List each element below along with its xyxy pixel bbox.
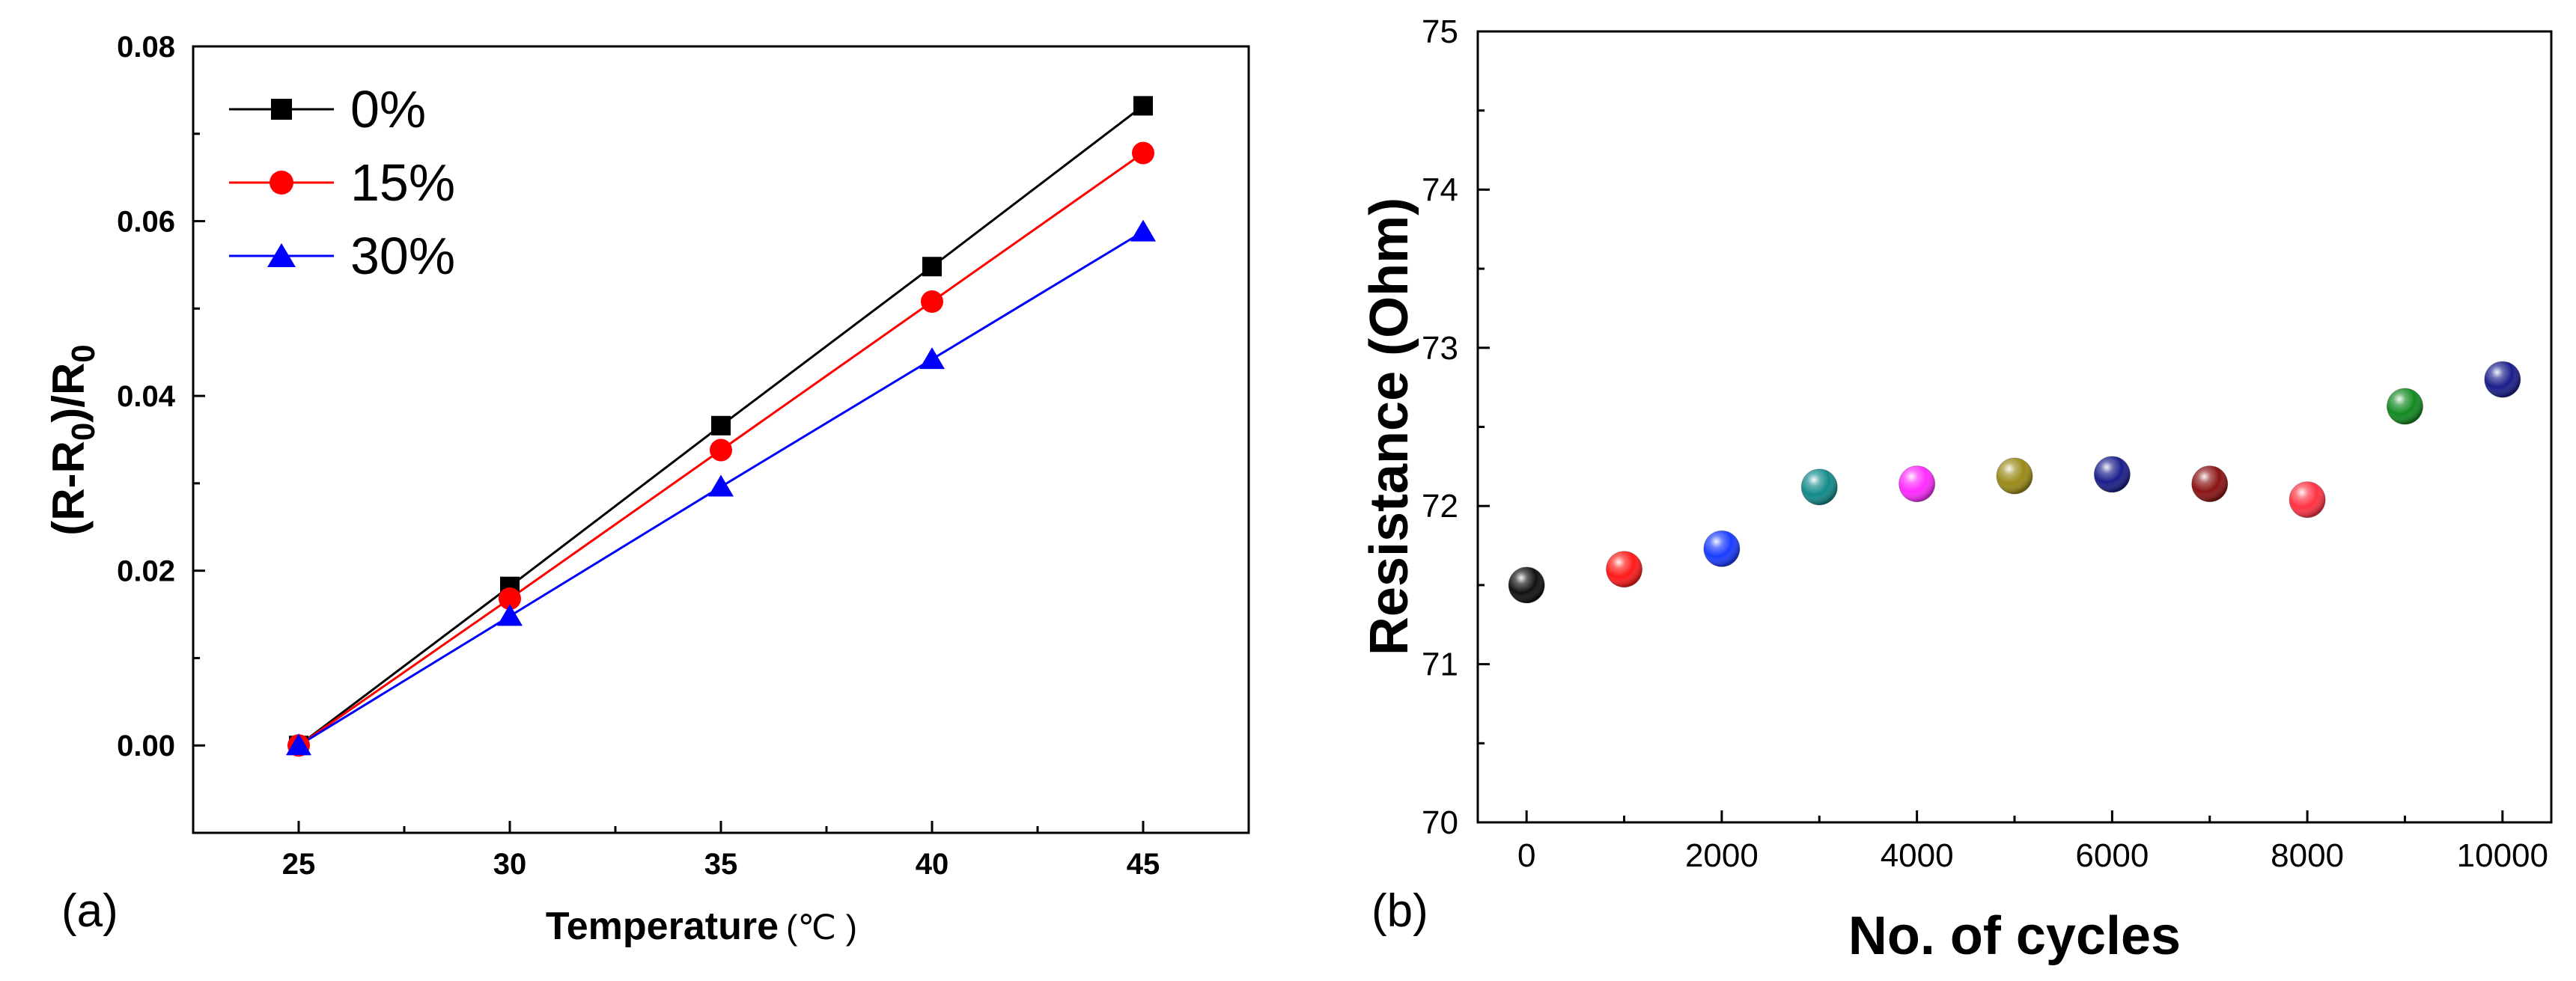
panel-a-ticks bbox=[192, 45, 1145, 834]
legend-marker-15pct bbox=[270, 171, 293, 195]
y-tick-label: 0.00 bbox=[117, 730, 175, 763]
legend-label-15pct: 15% bbox=[350, 153, 455, 212]
data-point-0pct bbox=[711, 415, 731, 436]
y-tick-label: 0.04 bbox=[117, 380, 176, 413]
data-point-0pct bbox=[922, 257, 942, 277]
data-point-highlight bbox=[1703, 531, 1740, 567]
data-point-highlight bbox=[2191, 465, 2228, 502]
data-point-highlight bbox=[1898, 465, 1935, 502]
y-axis-title-subscript: 0 bbox=[65, 344, 102, 362]
y-tick-label: 73 bbox=[1422, 330, 1458, 367]
x-tick-label: 8000 bbox=[2271, 837, 2344, 874]
x-axis-title: Temperature bbox=[546, 905, 779, 948]
x-tick-label: 10000 bbox=[2457, 837, 2548, 874]
panel-b-x-tick-labels: 0 2000 4000 6000 8000 10000 bbox=[1517, 837, 2548, 874]
x-tick-label: 30 bbox=[493, 848, 527, 881]
panel-b: 70 71 72 73 74 75 0 2000 4000 6000 8000 … bbox=[1359, 13, 2553, 966]
y-tick-label: 0.06 bbox=[117, 206, 175, 239]
data-point-highlight bbox=[1997, 458, 2033, 495]
y-axis-title: (R-R0)/R0 bbox=[43, 344, 102, 536]
data-point-30pct bbox=[919, 347, 945, 370]
y-tick-label: 72 bbox=[1422, 488, 1458, 525]
x-tick-label: 0 bbox=[1517, 837, 1535, 874]
x-tick-label: 2000 bbox=[1685, 837, 1759, 874]
data-point-highlight bbox=[1508, 566, 1545, 603]
data-point-highlight bbox=[1606, 551, 1642, 587]
data-point-30pct bbox=[1130, 219, 1156, 242]
panel-label-b: (b) bbox=[1371, 885, 1428, 937]
panel-a-series bbox=[286, 96, 1156, 757]
data-point-30pct bbox=[708, 474, 734, 497]
panel-b-points bbox=[1508, 361, 2521, 604]
x-tick-label: 4000 bbox=[1881, 837, 1954, 874]
y-tick-label: 75 bbox=[1422, 13, 1458, 50]
panel-a-y-tick-labels: 0.00 0.02 0.04 0.06 0.08 bbox=[117, 31, 176, 763]
data-point-highlight bbox=[2387, 388, 2423, 425]
legend-marker-30pct bbox=[267, 243, 296, 267]
data-point-highlight bbox=[2094, 456, 2131, 492]
x-axis-unit: (℃ ) bbox=[786, 908, 857, 947]
data-point-highlight bbox=[2289, 481, 2326, 518]
x-tick-label: 25 bbox=[282, 848, 316, 881]
legend-label-0pct: 0% bbox=[350, 80, 426, 138]
y-axis-title-part: (R-R bbox=[43, 441, 94, 536]
y-tick-label: 71 bbox=[1422, 647, 1458, 683]
x-axis-title: No. of cycles bbox=[1848, 906, 2181, 966]
legend: 0% 15% 30% bbox=[229, 80, 455, 285]
data-point-highlight bbox=[2484, 361, 2521, 398]
data-point-15pct bbox=[710, 438, 732, 462]
y-tick-label: 74 bbox=[1422, 171, 1458, 208]
data-point-15pct bbox=[921, 290, 943, 313]
legend-marker-0pct bbox=[271, 99, 292, 120]
data-point-0pct bbox=[1133, 96, 1153, 116]
panel-b-y-tick-labels: 70 71 72 73 74 75 bbox=[1422, 13, 1458, 841]
data-point-30pct bbox=[497, 604, 523, 626]
data-point-15pct bbox=[499, 587, 521, 611]
y-tick-label: 0.08 bbox=[117, 31, 175, 64]
y-axis-title-part: )/R bbox=[43, 363, 94, 423]
panel-a-x-tick-labels: 25 30 35 40 45 bbox=[282, 848, 1160, 881]
x-tick-label: 35 bbox=[704, 848, 738, 881]
legend-label-30pct: 30% bbox=[350, 227, 455, 285]
panel-b-ticks bbox=[1478, 30, 2504, 824]
data-point-30pct bbox=[286, 733, 311, 756]
data-point-15pct bbox=[1132, 141, 1154, 165]
y-tick-label: 0.02 bbox=[117, 555, 175, 588]
x-tick-label: 6000 bbox=[2075, 837, 2149, 874]
panel-b-frame bbox=[1476, 30, 2553, 824]
panel-a: 0.00 0.02 0.04 0.06 0.08 25 30 35 40 45 … bbox=[43, 31, 1250, 948]
y-tick-label: 70 bbox=[1422, 804, 1458, 841]
y-axis-title-subscript: 0 bbox=[65, 423, 102, 441]
x-tick-label: 45 bbox=[1127, 848, 1160, 881]
x-tick-label: 40 bbox=[916, 848, 949, 881]
data-point-highlight bbox=[1801, 468, 1838, 505]
panel-label-a: (a) bbox=[61, 885, 118, 937]
y-axis-title: Resistance (Ohm) bbox=[1359, 198, 1419, 655]
